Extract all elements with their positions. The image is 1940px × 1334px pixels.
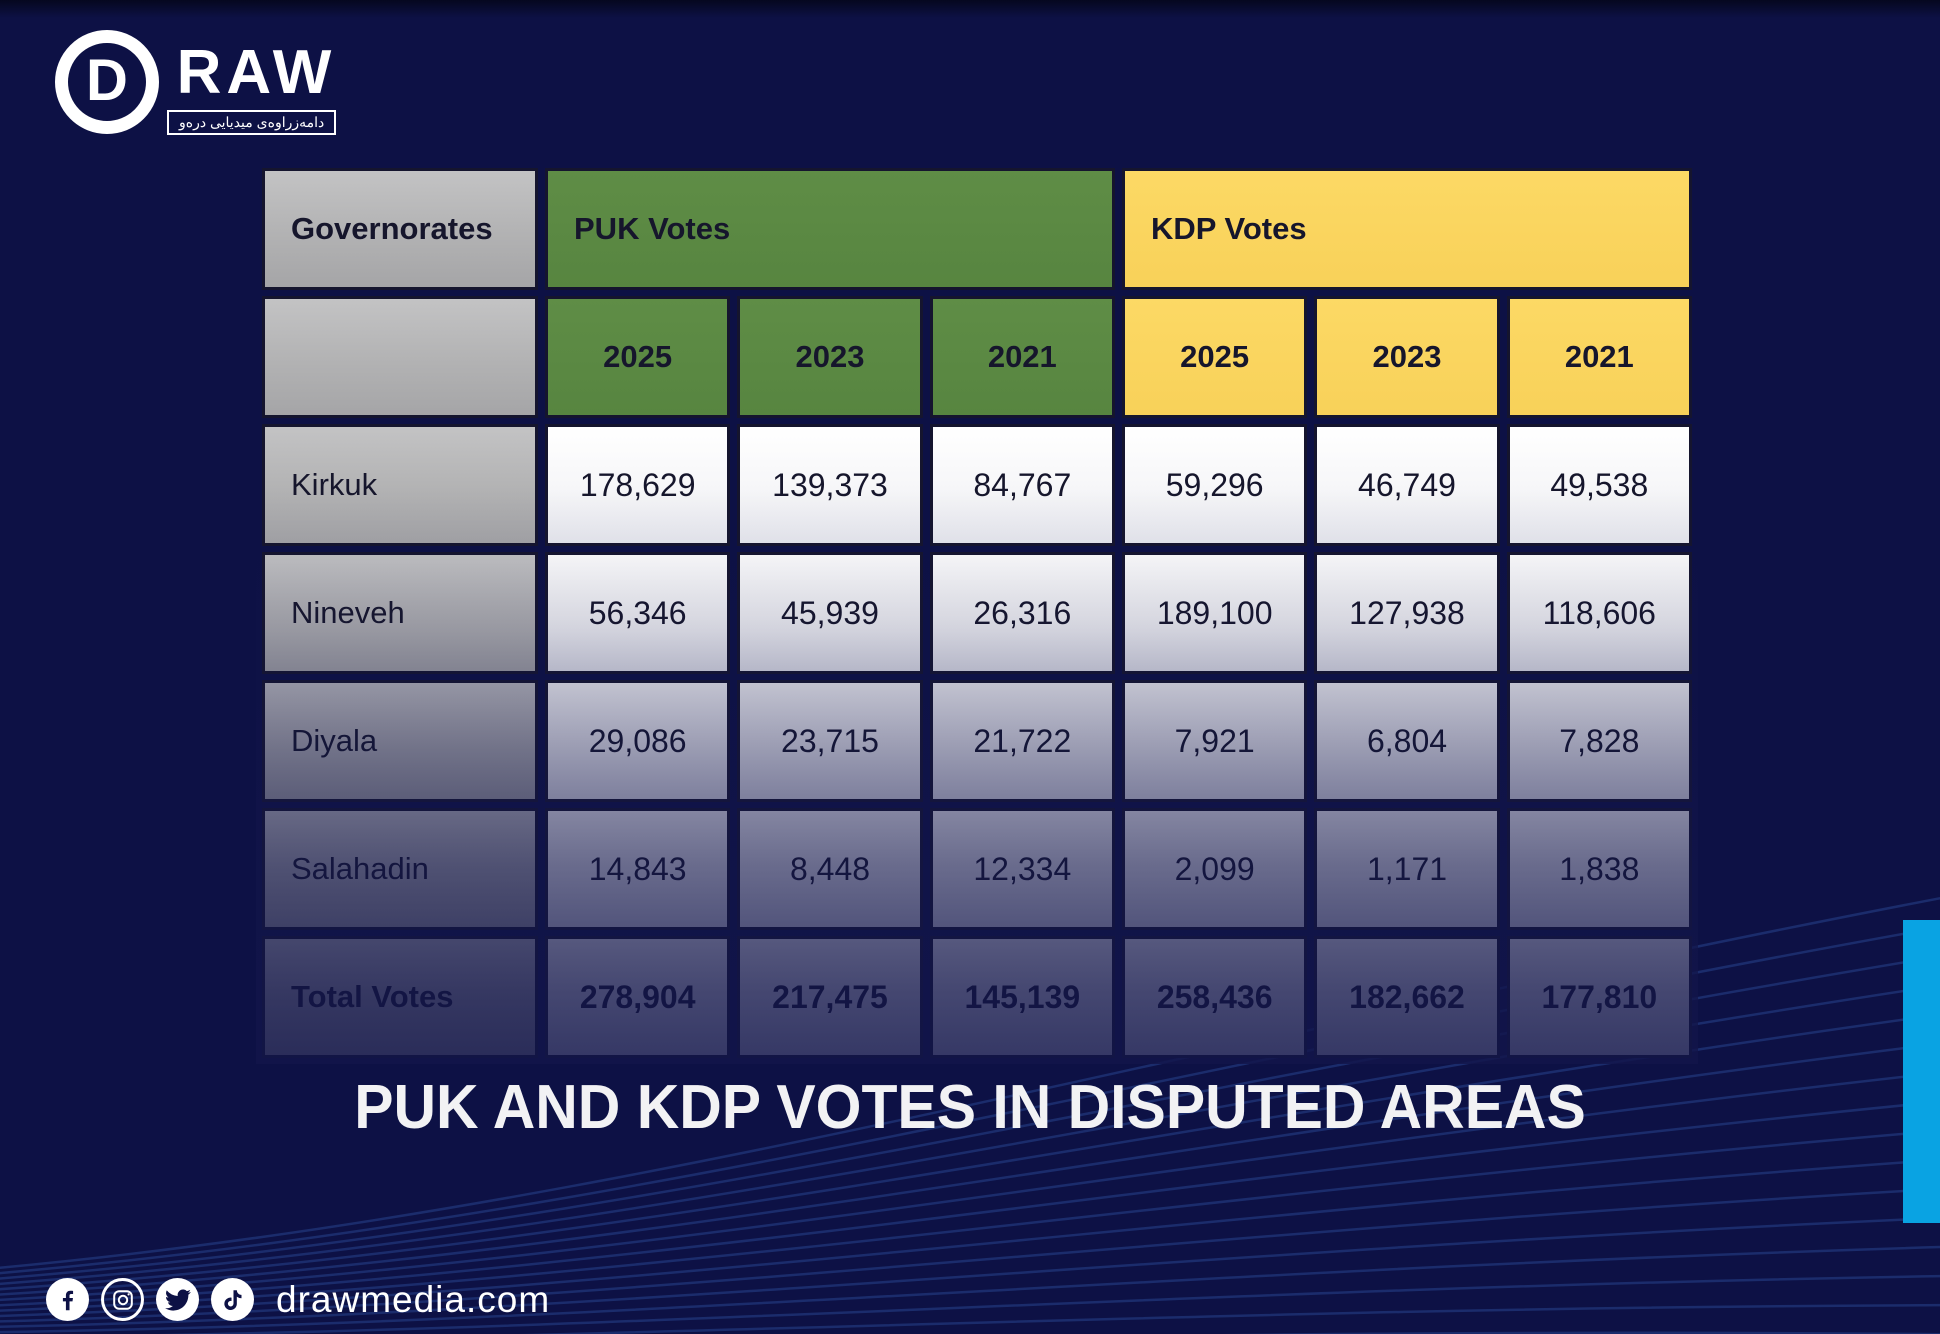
logo-wordmark: RAW دامەزراوەی میدیایی درەو <box>167 38 337 135</box>
row-label-kirkuk: Kirkuk <box>262 424 538 546</box>
kdp-votes-header: KDP Votes <box>1121 168 1692 290</box>
instagram-icon <box>101 1278 144 1321</box>
logo-tagline: دامەزراوەی میدیایی درەو <box>167 110 337 135</box>
top-shade <box>0 0 1940 18</box>
logo-circle-icon: D <box>55 30 159 134</box>
vote-value-cell: 29,086 <box>545 680 731 802</box>
vote-value-cell: 177,810 <box>1506 936 1692 1058</box>
vote-value-cell: 118,606 <box>1506 552 1692 674</box>
vote-value-cell: 127,938 <box>1314 552 1500 674</box>
vote-value-cell: 182,662 <box>1314 936 1500 1058</box>
facebook-icon <box>46 1278 89 1321</box>
vote-value-cell: 278,904 <box>545 936 731 1058</box>
vote-value-cell: 49,538 <box>1506 424 1692 546</box>
kdp-year-2023: 2023 <box>1314 296 1500 418</box>
vote-value-cell: 14,843 <box>545 808 731 930</box>
cyan-accent-bar <box>1903 920 1940 1223</box>
vote-value-cell: 12,334 <box>929 808 1115 930</box>
vote-value-cell: 258,436 <box>1121 936 1308 1058</box>
kdp-year-2021: 2021 <box>1506 296 1692 418</box>
puk-year-2023: 2023 <box>737 296 923 418</box>
footer: drawmedia.com <box>46 1278 550 1321</box>
row-label-nineveh: Nineveh <box>262 552 538 674</box>
vote-value-cell: 217,475 <box>737 936 923 1058</box>
puk-votes-header: PUK Votes <box>545 168 1115 290</box>
vote-value-cell: 1,171 <box>1314 808 1500 930</box>
vote-value-cell: 178,629 <box>545 424 731 546</box>
vote-value-cell: 2,099 <box>1121 808 1308 930</box>
vote-value-cell: 6,804 <box>1314 680 1500 802</box>
logo-word: RAW <box>176 38 337 107</box>
vote-value-cell: 1,838 <box>1506 808 1692 930</box>
vote-value-cell: 84,767 <box>929 424 1115 546</box>
vote-value-cell: 189,100 <box>1121 552 1308 674</box>
row-label-total-votes: Total Votes <box>262 936 538 1058</box>
page-title: PUK AND KDP VOTES IN DISPUTED AREAS <box>354 1073 1586 1142</box>
logo-letter: D <box>86 48 128 113</box>
vote-value-cell: 21,722 <box>929 680 1115 802</box>
puk-year-2021: 2021 <box>929 296 1115 418</box>
draw-media-logo: D RAW دامەزراوەی میدیایی درەو <box>55 30 337 135</box>
vote-value-cell: 26,316 <box>929 552 1115 674</box>
empty-corner-cell <box>262 296 538 418</box>
vote-value-cell: 7,828 <box>1506 680 1692 802</box>
vote-value-cell: 46,749 <box>1314 424 1500 546</box>
votes-table: Governorates PUK Votes KDP Votes 2025 20… <box>262 168 1692 1058</box>
vote-value-cell: 7,921 <box>1121 680 1308 802</box>
vote-value-cell: 139,373 <box>737 424 923 546</box>
row-label-salahadin: Salahadin <box>262 808 538 930</box>
row-label-diyala: Diyala <box>262 680 538 802</box>
corner-header-cell: Governorates <box>262 168 538 290</box>
tiktok-icon <box>211 1278 254 1321</box>
vote-value-cell: 59,296 <box>1121 424 1308 546</box>
kdp-year-2025: 2025 <box>1121 296 1308 418</box>
vote-value-cell: 145,139 <box>929 936 1115 1058</box>
vote-value-cell: 23,715 <box>737 680 923 802</box>
vote-value-cell: 56,346 <box>545 552 731 674</box>
puk-year-2025: 2025 <box>545 296 731 418</box>
twitter-icon <box>156 1278 199 1321</box>
vote-value-cell: 45,939 <box>737 552 923 674</box>
website-url: drawmedia.com <box>276 1278 551 1320</box>
vote-value-cell: 8,448 <box>737 808 923 930</box>
